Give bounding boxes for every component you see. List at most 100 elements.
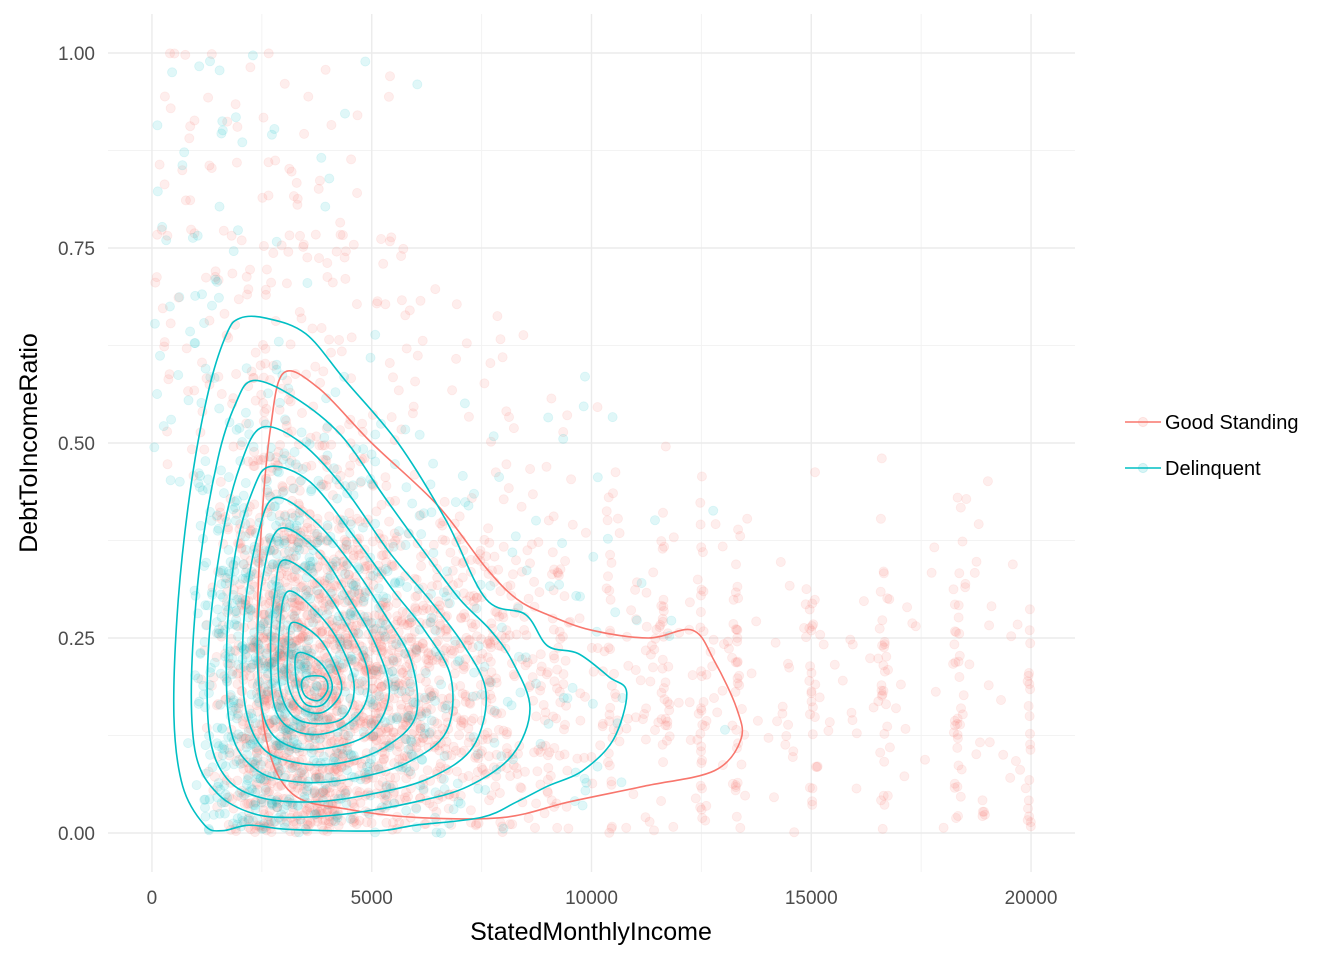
data-point: [349, 816, 360, 827]
data-point: [316, 592, 327, 603]
data-point: [455, 715, 466, 726]
data-point: [324, 173, 335, 184]
data-point: [415, 723, 426, 734]
data-point: [783, 719, 794, 730]
data-point: [519, 625, 530, 636]
data-point: [879, 666, 890, 677]
data-point: [485, 358, 496, 369]
data-point: [401, 343, 412, 354]
data-point: [304, 685, 315, 696]
data-point: [315, 377, 326, 388]
data-point: [322, 609, 333, 620]
data-point: [417, 638, 428, 649]
data-point: [276, 650, 287, 661]
data-point: [592, 402, 603, 413]
data-point: [446, 750, 457, 761]
data-point: [876, 795, 887, 806]
data-point: [360, 588, 371, 599]
data-point: [650, 633, 661, 644]
data-point: [926, 567, 937, 578]
data-point: [400, 787, 411, 798]
data-point: [313, 183, 324, 194]
data-point: [461, 632, 472, 643]
data-point: [306, 460, 317, 471]
data-point: [303, 587, 314, 598]
data-point: [656, 796, 667, 807]
data-point: [493, 564, 504, 575]
data-point: [356, 676, 367, 687]
data-point: [260, 599, 271, 610]
data-point: [473, 818, 484, 829]
data-point: [405, 743, 416, 754]
data-point: [476, 762, 487, 773]
data-point: [824, 717, 835, 728]
data-point: [964, 659, 975, 670]
data-point: [410, 602, 421, 613]
data-point: [731, 559, 742, 570]
data-point: [579, 752, 590, 763]
data-point: [801, 584, 812, 595]
data-point: [535, 666, 546, 677]
data-point: [355, 797, 366, 808]
data-point: [393, 578, 404, 589]
data-point: [998, 749, 1009, 760]
data-point: [732, 678, 743, 689]
data-point: [352, 562, 363, 573]
data-point: [334, 334, 345, 345]
data-point: [407, 408, 418, 419]
data-point: [282, 570, 293, 581]
data-point: [457, 688, 468, 699]
data-point: [358, 597, 369, 608]
data-point: [361, 817, 372, 828]
major-gridlines: [108, 14, 1075, 872]
data-point: [243, 418, 254, 429]
data-point: [955, 502, 966, 513]
data-point: [279, 711, 290, 722]
data-point: [432, 580, 443, 591]
data-point: [467, 622, 478, 633]
data-point: [500, 633, 511, 644]
data-point: [420, 668, 431, 679]
data-point: [384, 357, 395, 368]
data-point: [152, 186, 163, 197]
data-point: [799, 623, 810, 634]
data-point: [381, 593, 392, 604]
data-point: [661, 735, 672, 746]
data-point: [1025, 817, 1036, 828]
data-point: [954, 672, 965, 683]
data-point: [514, 651, 525, 662]
data-point: [359, 555, 370, 566]
data-point: [837, 675, 848, 686]
data-point: [957, 536, 968, 547]
data-point: [971, 556, 982, 567]
data-point: [403, 702, 414, 713]
data-point: [630, 665, 641, 676]
data-point: [437, 534, 448, 545]
data-point: [316, 152, 327, 163]
data-point: [504, 630, 515, 641]
data-point: [938, 822, 949, 833]
data-point: [323, 535, 334, 546]
data-point: [260, 661, 271, 672]
data-point: [319, 432, 330, 443]
data-point: [414, 642, 425, 653]
data-point: [800, 599, 811, 610]
data-point: [260, 343, 271, 354]
data-point: [335, 619, 346, 630]
data-point: [270, 816, 281, 827]
data-point: [165, 318, 176, 329]
data-point: [953, 811, 964, 822]
data-point: [425, 616, 436, 627]
data-point: [296, 427, 307, 438]
data-point: [763, 732, 774, 743]
data-point: [351, 620, 362, 631]
data-point: [372, 666, 383, 677]
data-point: [450, 556, 461, 567]
data-point: [200, 794, 211, 805]
data-point: [213, 292, 224, 303]
data-point: [876, 453, 887, 464]
data-point: [241, 418, 252, 429]
data-point: [250, 758, 261, 769]
data-point: [664, 705, 675, 716]
data-point: [301, 660, 312, 671]
